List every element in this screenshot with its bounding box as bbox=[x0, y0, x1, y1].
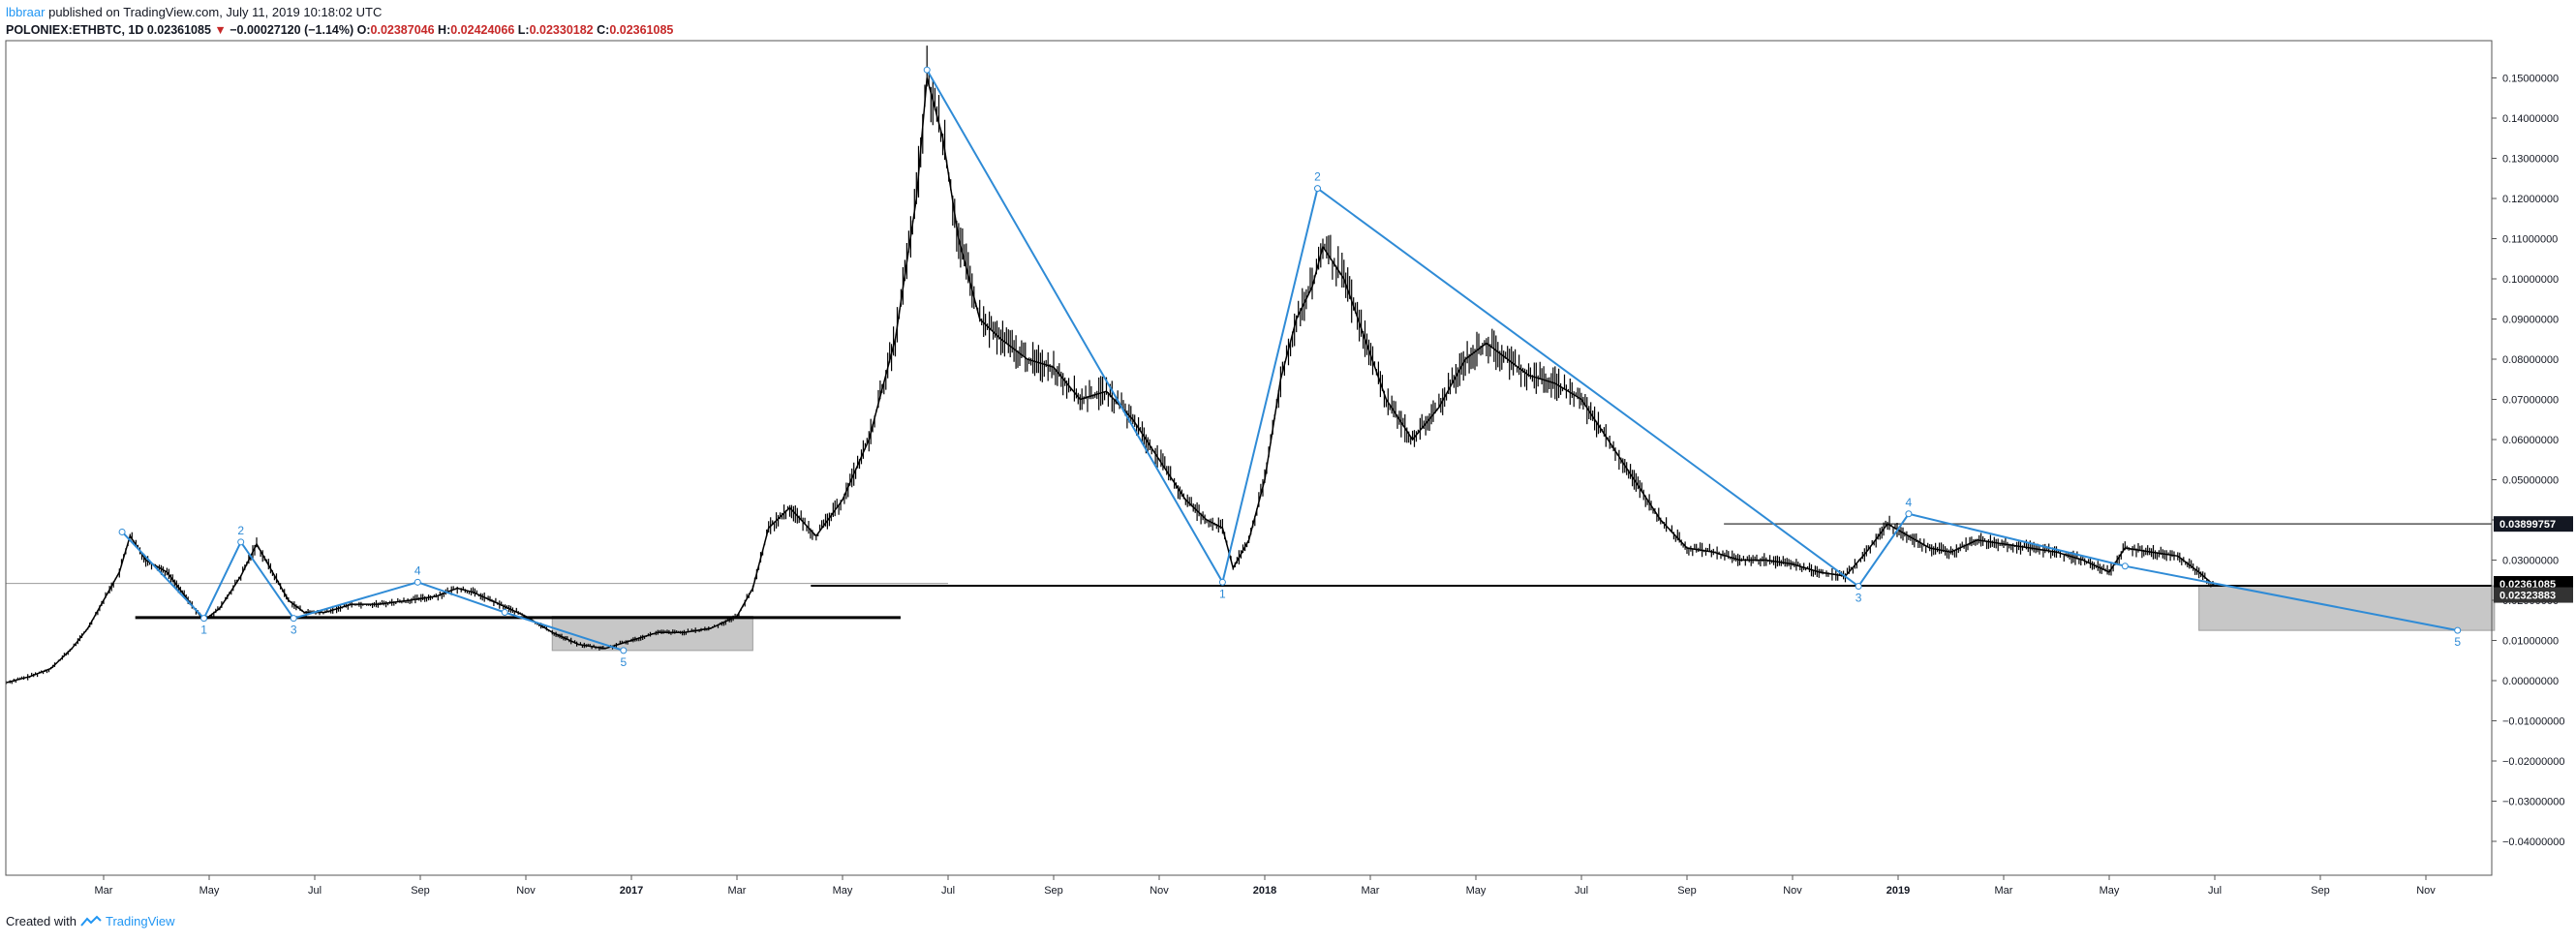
x-tick-label: May bbox=[2100, 885, 2120, 897]
y-tick-label: 0.12000000 bbox=[2502, 194, 2559, 205]
low-label: L: bbox=[517, 23, 530, 37]
x-tick-label: May bbox=[1466, 885, 1487, 897]
open-label: O: bbox=[356, 23, 371, 37]
price-label-bg bbox=[2494, 587, 2573, 603]
y-tick-label: −0.02000000 bbox=[2502, 756, 2565, 768]
y-tick-label: 0.10000000 bbox=[2502, 274, 2559, 286]
y-tick-label: −0.03000000 bbox=[2502, 797, 2565, 808]
wave-point bbox=[1855, 582, 1862, 590]
high-value: 0.02424066 bbox=[450, 23, 515, 37]
x-tick-label: Nov bbox=[2416, 885, 2436, 897]
wave-point bbox=[200, 615, 208, 623]
plot-frame bbox=[5, 40, 2493, 876]
y-tick-label: 0.01000000 bbox=[2502, 636, 2559, 648]
x-tick-label: Sep bbox=[2311, 885, 2330, 897]
y-tick-label: −0.01000000 bbox=[2502, 716, 2565, 728]
x-tick-label: Nov bbox=[1783, 885, 1802, 897]
y-tick-label: −0.04000000 bbox=[2502, 837, 2565, 848]
close-label: C: bbox=[597, 23, 610, 37]
y-tick-label: 0.03000000 bbox=[2502, 556, 2559, 567]
x-tick-label: Nov bbox=[516, 885, 536, 897]
publish-line: lbbraar published on TradingView.com, Ju… bbox=[6, 4, 673, 21]
tradingview-link[interactable]: TradingView bbox=[105, 914, 175, 928]
wave-point bbox=[923, 66, 931, 74]
plot-area: 1 2 3 4 5 1 2 3 4 5 bbox=[5, 46, 2496, 684]
wave-point bbox=[620, 647, 628, 654]
wave-label-1: 1 bbox=[200, 624, 207, 637]
wave-point bbox=[118, 528, 126, 535]
symbol-line: POLONIEX:ETHBTC, 1D 0.02361085 ▼ −0.0002… bbox=[6, 21, 673, 39]
price-label: 0.03899757 bbox=[2499, 519, 2556, 531]
created-with-text: Created with bbox=[6, 914, 77, 928]
wave-point bbox=[414, 578, 421, 586]
wave-point bbox=[501, 608, 508, 616]
price-label: 0.02323883 bbox=[2499, 591, 2556, 602]
price-line bbox=[6, 77, 2216, 684]
symbol-name: POLONIEX:ETHBTC, 1D bbox=[6, 23, 144, 37]
y-tick-label: 0.00000000 bbox=[2502, 676, 2559, 687]
wave-label-5: 5 bbox=[620, 655, 627, 669]
price-candles bbox=[5, 46, 2214, 684]
x-tick-label: 2017 bbox=[620, 885, 643, 897]
y-tick-label: 0.14000000 bbox=[2502, 113, 2559, 125]
x-tick-label: Jul bbox=[2208, 885, 2222, 897]
x-tick-label: Sep bbox=[411, 885, 430, 897]
low-value: 0.02330182 bbox=[529, 23, 594, 37]
x-tick-label: 2019 bbox=[1886, 885, 1910, 897]
y-tick-label: 0.13000000 bbox=[2502, 154, 2559, 166]
wave-point bbox=[290, 615, 297, 623]
wave-label-5: 5 bbox=[2454, 635, 2461, 649]
footer: Created with TradingView bbox=[6, 914, 175, 928]
wave-point bbox=[1314, 185, 1321, 193]
close-value: 0.02361085 bbox=[609, 23, 674, 37]
wave-point bbox=[1905, 510, 1913, 518]
price-label-bg bbox=[2494, 516, 2573, 532]
x-tick-label: May bbox=[199, 885, 220, 897]
x-tick-label: Jul bbox=[308, 885, 322, 897]
last-price: 0.02361085 bbox=[146, 23, 211, 37]
range-box-1 bbox=[2198, 585, 2496, 631]
publish-info: published on TradingView.com, July 11, 2… bbox=[48, 5, 383, 19]
tradingview-logo-icon bbox=[80, 915, 102, 927]
x-tick-label: May bbox=[833, 885, 853, 897]
x-tick-label: Mar bbox=[1362, 885, 1380, 897]
wave-label-3: 3 bbox=[1855, 591, 1862, 604]
x-tick-label: Jul bbox=[941, 885, 955, 897]
y-tick-label: 0.05000000 bbox=[2502, 475, 2559, 487]
y-tick-label: 0.07000000 bbox=[2502, 395, 2559, 407]
x-tick-label: Sep bbox=[1044, 885, 1063, 897]
x-tick-label: Jul bbox=[1575, 885, 1588, 897]
y-tick-label: 0.08000000 bbox=[2502, 354, 2559, 366]
high-label: H: bbox=[438, 23, 451, 37]
wave-label-4: 4 bbox=[414, 563, 421, 577]
y-tick-label: 0.06000000 bbox=[2502, 435, 2559, 446]
down-arrow-icon: ▼ bbox=[214, 23, 227, 37]
x-tick-label: Nov bbox=[1150, 885, 1169, 897]
wave-label-3: 3 bbox=[291, 624, 297, 637]
x-tick-label: 2018 bbox=[1253, 885, 1276, 897]
wave-point bbox=[1218, 578, 1226, 586]
author-link[interactable]: lbbraar bbox=[6, 5, 46, 19]
wave-point bbox=[2454, 626, 2462, 634]
x-tick-label: Sep bbox=[1677, 885, 1697, 897]
x-tick-label: Mar bbox=[728, 885, 747, 897]
wave-label-2: 2 bbox=[237, 524, 244, 537]
wave-label-4: 4 bbox=[1906, 496, 1913, 509]
wave-point bbox=[237, 538, 245, 546]
x-tick-label: Mar bbox=[95, 885, 113, 897]
chart-header: lbbraar published on TradingView.com, Ju… bbox=[6, 4, 673, 39]
elliott-wave-line-0 bbox=[121, 531, 625, 652]
y-tick-label: 0.09000000 bbox=[2502, 315, 2559, 326]
wave-label-2: 2 bbox=[1314, 170, 1321, 184]
x-tick-label: Mar bbox=[1995, 885, 2013, 897]
elliott-wave-line-1 bbox=[926, 69, 2458, 632]
y-tick-label: 0.15000000 bbox=[2502, 74, 2559, 85]
wave-label-1: 1 bbox=[1219, 587, 1226, 600]
price-change: −0.00027120 (−1.14%) bbox=[230, 23, 354, 37]
wave-point bbox=[2121, 563, 2129, 570]
open-value: 0.02387046 bbox=[370, 23, 435, 37]
y-tick-label: 0.11000000 bbox=[2502, 234, 2558, 246]
